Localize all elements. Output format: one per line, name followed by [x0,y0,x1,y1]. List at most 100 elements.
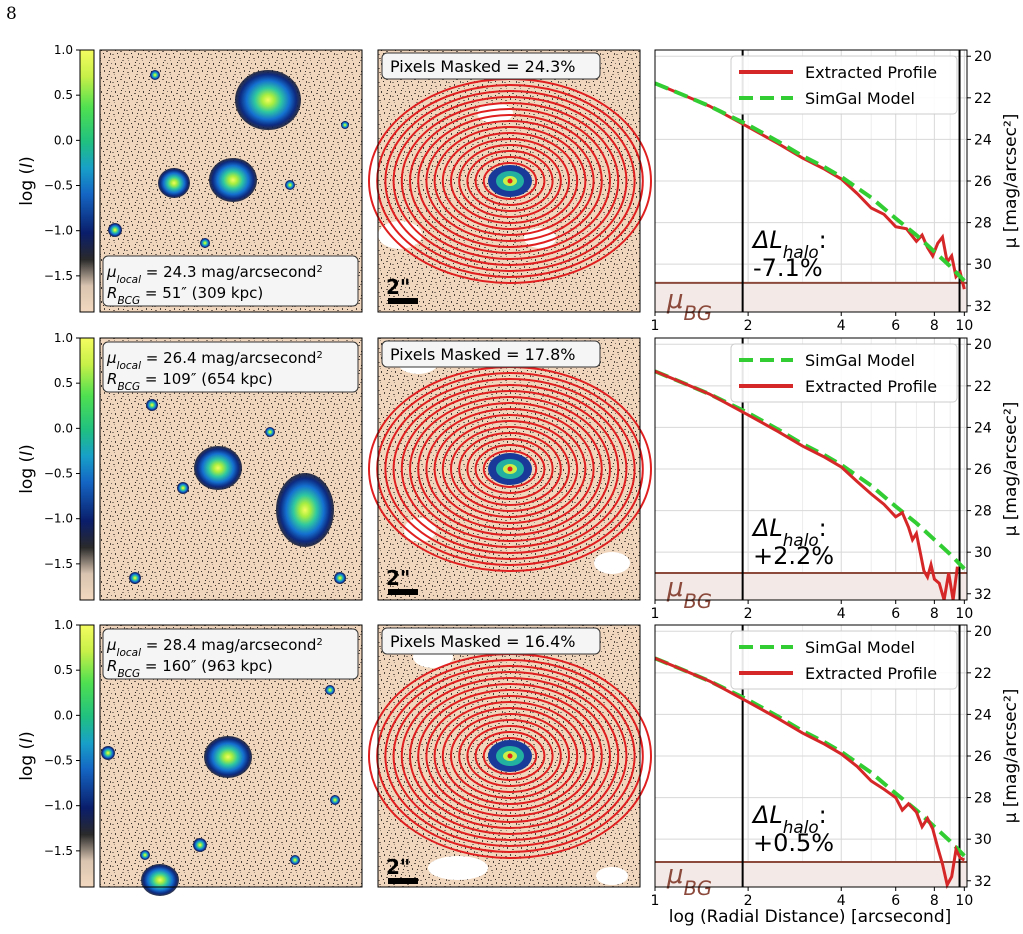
isophote-ellipse [458,144,562,218]
colorbar [79,337,95,601]
isophote-ellipse [384,90,636,272]
scalebar-label: 2" [386,566,410,590]
background-band [655,282,967,312]
galaxy [341,121,349,129]
isophote-ellipse [450,138,570,224]
isophote-ellipse [450,426,570,512]
mask-region [594,552,630,574]
colorbar [79,49,95,313]
scalebar [388,878,418,884]
r-bcg-text: RBCG = 51″ (309 kpc) [107,284,263,307]
mask-region [596,867,628,885]
galaxy [334,572,346,584]
y-axis-label: μ [mag/arcsec²] [1001,114,1021,249]
isophote-ellipse [458,719,562,793]
y-tick-label: 26 [974,462,992,478]
y-axis-label: μ [mag/arcsec²] [1001,689,1021,824]
galaxy [204,736,252,778]
galaxy [209,158,257,202]
series-line-simgal-model [654,81,966,283]
legend-label: Extracted Profile [805,63,937,82]
pixels-masked-text: Pixels Masked = 24.3% [390,57,575,76]
isophote-ellipse [433,701,587,811]
x-tick-label: 1 [651,606,660,622]
isophote-ellipse [466,150,554,212]
isophote-ellipse [400,390,620,548]
y-tick-label: 32 [974,299,992,315]
image-frame [99,624,363,888]
y-tick-label: 28 [974,504,992,520]
isophote-ellipse [466,438,554,500]
colorbar-tick-label: 1.0 [54,331,73,345]
profile-panel: μBG ΔLhalo:+2.2% SimGal Model Extracted Pro… [651,337,1021,622]
isophote-ellipse [409,683,611,829]
figure-row: 1.0 0.5 0.0 −0.5 −1.0 −1.5 log (I) μlocal = 26.… [17,331,1021,622]
x-tick-label: 8 [930,893,939,909]
isophote-ellipse [466,725,554,787]
galaxy [158,168,190,198]
galaxy [290,855,300,865]
legend-label: SimGal Model [805,638,915,657]
isophote-ellipse [474,156,546,206]
x-tick-label: 1 [651,318,660,334]
isophote-ellipse [384,378,636,560]
colorbar-tick-label: −0.5 [44,754,73,768]
y-tick-label: 24 [974,420,992,436]
legend-label: Extracted Profile [805,664,937,683]
bcg-center [507,466,513,472]
colorbar-tick-label: 0.0 [54,708,73,722]
isophote-ellipse [417,689,603,823]
bcg-center [507,753,513,759]
colorbar-label: log (I) [17,731,37,781]
galaxy [193,838,207,852]
y-tick-label: 22 [974,91,992,107]
galaxy [276,473,334,547]
galaxy [265,427,275,437]
isophote-ellipse [474,731,546,781]
y-tick-label: 22 [974,666,992,682]
isophote-ellipse [433,126,587,236]
x-tick-label: 2 [744,893,753,909]
mask-frame [377,337,641,601]
colorbar-tick-label: 1.0 [54,43,73,57]
colorbar-tick-label: 0.0 [54,133,73,147]
r-bcg-text: RBCG = 160″ (963 kpc) [107,657,273,680]
bcg-center [507,178,513,184]
galaxy [101,746,115,760]
x-tick-label: 10 [955,606,973,622]
colorbar-tick-label: 0.5 [54,376,73,390]
isophote-ellipse [433,414,587,524]
y-tick-label: 22 [974,379,992,395]
info-box [102,255,359,307]
delta-l-label: ΔLhalo: [751,801,827,837]
isophote-ellipse [409,396,611,542]
x-tick-label: 4 [837,318,846,334]
isophote-ellipse [409,108,611,254]
delta-l-value: +2.2% [753,542,834,570]
delta-l-value: -7.1% [753,254,823,282]
x-tick-label: 4 [837,893,846,909]
info-box [102,628,359,680]
x-tick-label: 8 [930,606,939,622]
isophote-ellipse [458,432,562,506]
info-box [102,341,359,393]
pixels-masked-text: Pixels Masked = 16.4% [390,632,575,651]
mask-frame [377,624,641,888]
mu-bg-label: μBG [666,285,712,325]
x-axis-label: log (Radial Distance) [arcsecond] [669,907,952,927]
delta-l-label: ΔLhalo: [751,226,827,262]
mask-panel: Pixels Masked = 16.4% 2" [368,624,652,888]
colorbar-tick-label: 1.0 [54,618,73,632]
galaxy [141,864,179,896]
r-bcg-text: RBCG = 109″ (654 kpc) [107,370,273,393]
y-tick-label: 30 [974,832,992,848]
mask-panel: Pixels Masked = 24.3% 2" [368,49,652,313]
scalebar [388,589,418,595]
x-tick-label: 1 [651,893,660,909]
x-tick-label: 2 [744,318,753,334]
isophote-ellipse [441,420,579,518]
colorbar [79,624,95,888]
colorbar-tick-label: 0.5 [54,88,73,102]
mu-bg-label: μBG [666,573,712,613]
isophote-ellipse [376,659,644,853]
